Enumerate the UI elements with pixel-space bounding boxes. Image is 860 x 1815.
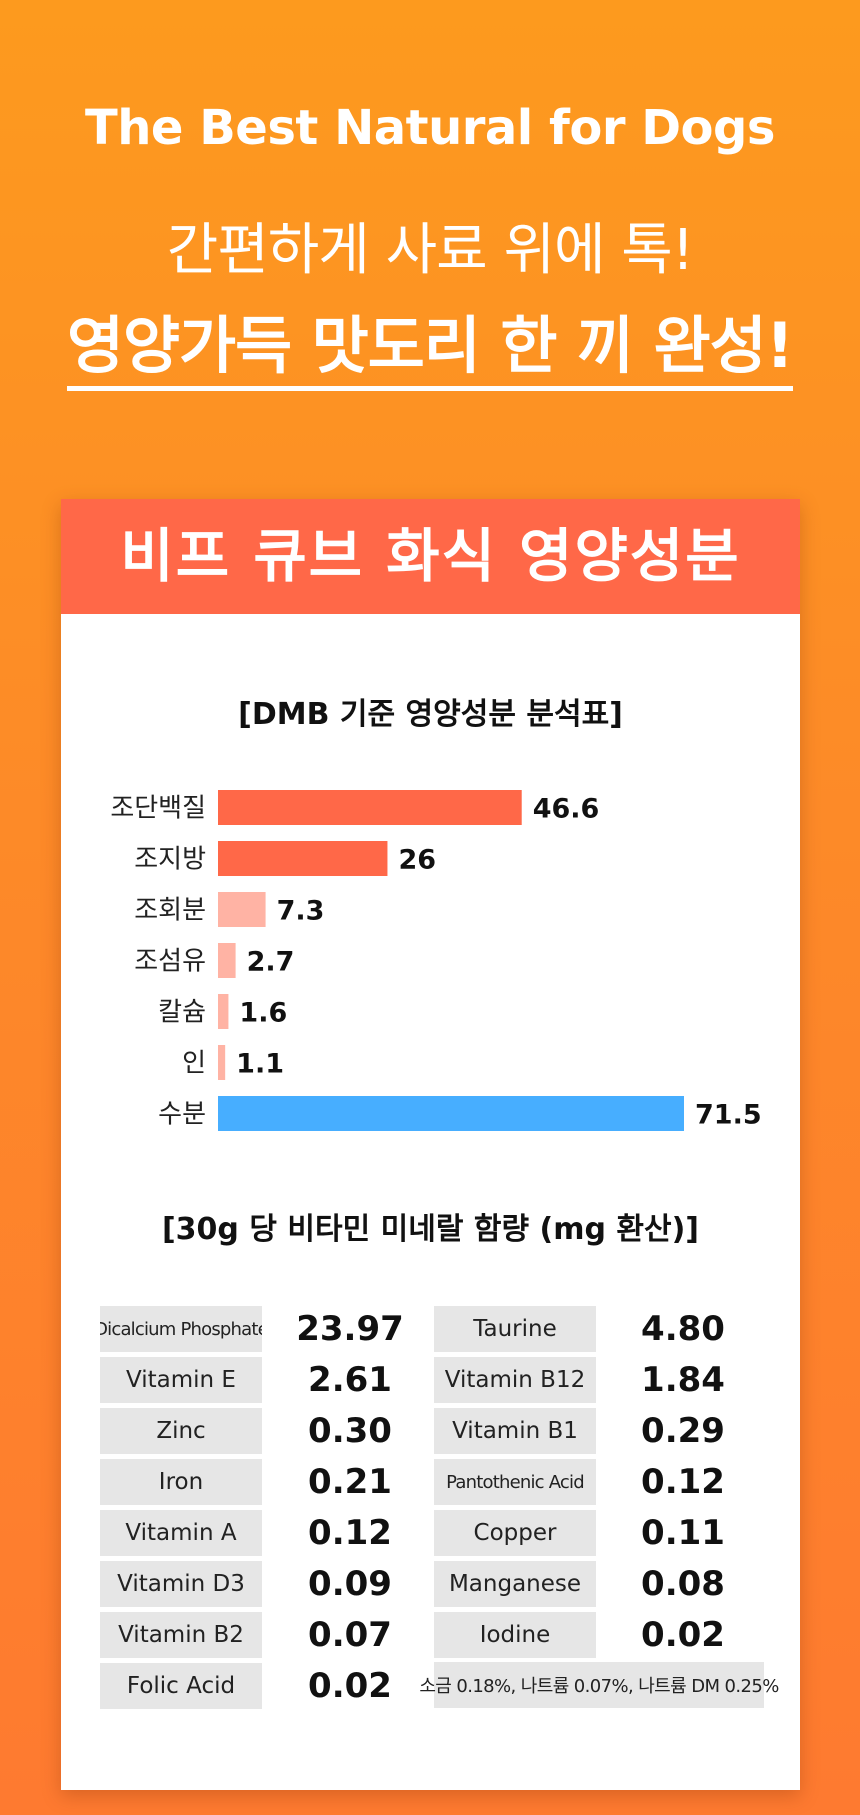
nutrient-amount: 0.02 xyxy=(641,1615,725,1655)
sodium-note: 소금 0.18%, 나트륨 0.07%, 나트륨 DM 0.25% xyxy=(419,1662,779,1708)
bar-value-label: 26 xyxy=(398,845,436,876)
nutrient-name: Folic Acid xyxy=(100,1663,262,1709)
nutrient-amount: 0.21 xyxy=(308,1462,392,1502)
nutrient-amount: 0.09 xyxy=(308,1564,392,1604)
nutrient-amount: 23.97 xyxy=(296,1309,404,1349)
nutrient-name: Iron xyxy=(100,1459,262,1505)
nutrient-name: Taurine xyxy=(434,1306,596,1352)
bar-category-label: 조단백질 xyxy=(110,794,206,824)
hero-headline: 영양가득 맛도리 한 끼 완성! xyxy=(0,295,860,391)
nutrient-name: Vitamin B1 xyxy=(434,1408,596,1454)
nutrient-amount: 0.11 xyxy=(641,1513,725,1553)
nutrient-amount: 1.84 xyxy=(641,1360,725,1400)
nutrient-bar-chart: 조단백질 46.6 조지방 26 조회분 7.3 조섬유 2.7 칼슘 1.6 인 1.1 수분 71.5 xyxy=(110,790,762,1131)
hero-title-en: The Best Natural for Dogs xyxy=(85,100,775,156)
bar-category-label: 조섬유 xyxy=(134,947,206,977)
nutrient-name: Zinc xyxy=(100,1408,262,1454)
bar-value-label: 71.5 xyxy=(695,1100,762,1131)
bar-category-label: 칼슘 xyxy=(158,998,206,1028)
table-title: [30g 당 비타민 미네랄 함량 (mg 환산)] xyxy=(161,1212,700,1247)
nutrient-amount: 0.12 xyxy=(641,1462,725,1502)
bar-2 xyxy=(218,841,388,876)
hero-subtitle: 간편하게 사료 위에 톡! xyxy=(166,218,695,283)
bar-4 xyxy=(218,943,236,978)
bar-value-label: 2.7 xyxy=(247,947,295,978)
chart-title: [DMB 기준 영양성분 분석표] xyxy=(238,697,623,732)
bar-value-label: 1.1 xyxy=(236,1049,284,1080)
nutrient-amount: 0.12 xyxy=(308,1513,392,1553)
nutrient-name: Vitamin B2 xyxy=(100,1612,262,1658)
nutrient-name: Dicalcium Phosphate xyxy=(100,1306,262,1352)
bar-category-label: 수분 xyxy=(158,1100,206,1130)
nutrient-amount: 0.08 xyxy=(641,1564,725,1604)
bar-value-label: 1.6 xyxy=(239,998,287,1029)
nutrient-name: Vitamin E xyxy=(100,1357,262,1403)
bar-category-label: 조회분 xyxy=(134,896,206,926)
nutrient-name: Vitamin B12 xyxy=(434,1357,596,1403)
nutrient-name: Pantothenic Acid xyxy=(434,1459,596,1505)
nutrition-card: 비프 큐브 화식 영양성분 [DMB 기준 영양성분 분석표] 조단백질 46.6… xyxy=(61,499,800,1790)
nutrient-name: Iodine xyxy=(434,1612,596,1658)
hero-headline-text: 영양가득 맛도리 한 끼 완성! xyxy=(66,309,794,391)
bar-category-label: 인 xyxy=(182,1049,206,1079)
bar-category-label: 조지방 xyxy=(134,845,206,875)
bar-1 xyxy=(218,790,522,825)
card-header: 비프 큐브 화식 영양성분 xyxy=(61,499,800,614)
nutrient-amount: 0.02 xyxy=(308,1666,392,1706)
nutrient-name: Copper xyxy=(434,1510,596,1556)
bar-3 xyxy=(218,892,266,927)
bar-6 xyxy=(218,1045,226,1080)
nutrient-name: Vitamin D3 xyxy=(100,1561,262,1607)
nutrient-name: Manganese xyxy=(434,1561,596,1607)
bar-value-label: 7.3 xyxy=(277,896,325,927)
nutrient-amount: 0.07 xyxy=(308,1615,392,1655)
nutrient-amount: 2.61 xyxy=(308,1360,392,1400)
bar-7 xyxy=(218,1096,684,1131)
bar-5 xyxy=(218,994,229,1029)
nutrient-name: Vitamin A xyxy=(100,1510,262,1556)
nutrient-amount: 0.29 xyxy=(641,1411,725,1451)
nutrient-amount: 0.30 xyxy=(308,1411,392,1451)
bar-value-label: 46.6 xyxy=(533,794,600,825)
nutrient-amount: 4.80 xyxy=(641,1309,725,1349)
